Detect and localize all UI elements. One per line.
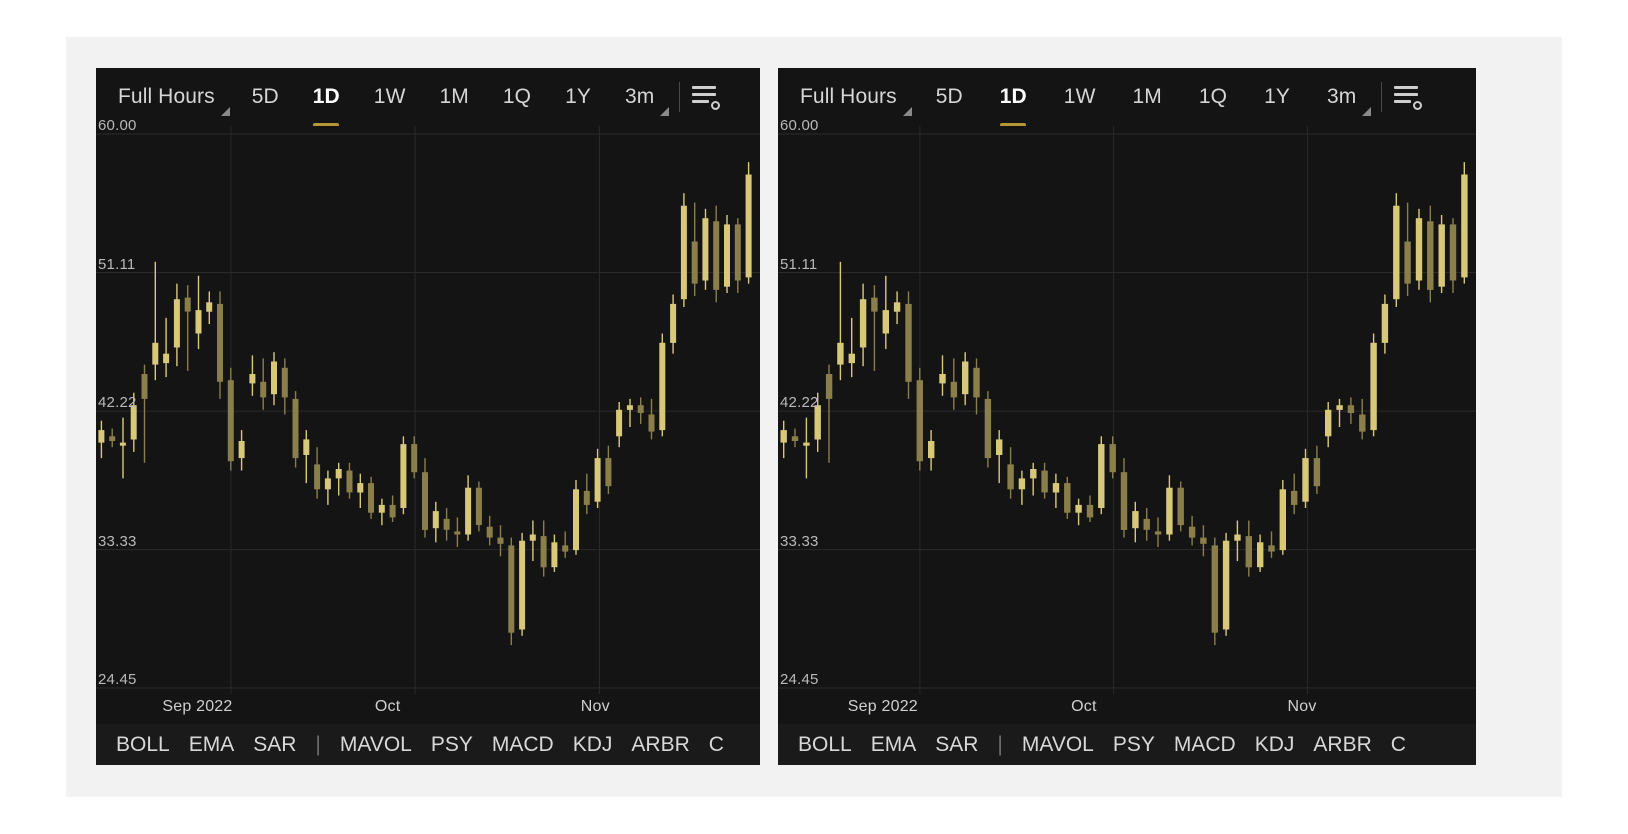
indicator-psy[interactable]: PSY xyxy=(1112,732,1155,756)
indicator-kdj[interactable]: KDJ xyxy=(572,732,613,756)
indicator-c[interactable]: C xyxy=(708,732,724,756)
indicator-c[interactable]: C xyxy=(1390,732,1406,756)
timeframe-1d[interactable]: 1D xyxy=(312,85,340,108)
toolbar-divider xyxy=(679,82,681,112)
indicator-mavol[interactable]: MAVOL xyxy=(1021,732,1094,756)
chart-panel-right: Full Hours 5D 1D 1W 1M 1Q 1Y 3m xyxy=(778,68,1476,765)
full-hours-button[interactable]: Full Hours xyxy=(800,85,897,108)
indicator-macd[interactable]: MACD xyxy=(1173,732,1236,756)
x-axis-tick-label: Sep 2022 xyxy=(847,698,918,715)
timeframe-3m[interactable]: 3m xyxy=(1326,85,1357,108)
candlestick-chart-left[interactable]: 60.00 51.11 42.22 33.33 24.45 xyxy=(96,117,760,694)
indicator-sar[interactable]: SAR xyxy=(253,732,297,756)
chart-panel-left: Full Hours 5D 1D 1W 1M 1Q 1Y 3m xyxy=(96,68,760,765)
timeframe-1m[interactable]: 1M xyxy=(1132,85,1162,108)
timeframe-1q[interactable]: 1Q xyxy=(1198,85,1228,108)
timeframe-1y[interactable]: 1Y xyxy=(565,85,591,108)
indicator-bar-right: BOLL EMA SAR | MAVOL PSY MACD KDJ ARBR C xyxy=(778,724,1476,765)
indicator-boll[interactable]: BOLL xyxy=(798,732,852,756)
timeframe-toolbar-right: Full Hours 5D 1D 1W 1M 1Q 1Y 3m xyxy=(778,68,1476,126)
x-axis-tick-label: Nov xyxy=(580,698,610,715)
timeframe-1d[interactable]: 1D xyxy=(999,85,1027,108)
toolbar-divider xyxy=(1381,82,1383,112)
indicator-sar[interactable]: SAR xyxy=(935,732,979,756)
timeframe-3m[interactable]: 3m xyxy=(624,85,655,108)
indicator-ema[interactable]: EMA xyxy=(870,732,917,756)
indicator-separator: | xyxy=(997,732,1003,756)
x-axis-left: Sep 2022 Oct Nov xyxy=(96,694,760,724)
timeframe-more-triangle-icon[interactable] xyxy=(1362,107,1372,116)
indicator-ema[interactable]: EMA xyxy=(188,732,235,756)
x-axis-tick-label: Oct xyxy=(374,698,401,715)
x-axis-tick-label: Sep 2022 xyxy=(162,698,233,715)
candlestick-chart-right[interactable]: 60.00 51.11 42.22 33.33 24.45 xyxy=(778,117,1476,694)
timeframe-more-triangle-icon[interactable] xyxy=(660,107,670,116)
indicator-arbr[interactable]: ARBR xyxy=(631,732,690,756)
chart-settings-icon[interactable] xyxy=(692,84,721,110)
x-axis-tick-label: Nov xyxy=(1287,698,1317,715)
timeframe-toolbar-left: Full Hours 5D 1D 1W 1M 1Q 1Y 3m xyxy=(96,68,760,126)
candlestick-svg-left xyxy=(96,126,760,694)
timeframe-1m[interactable]: 1M xyxy=(439,85,469,108)
x-axis-tick-label: Oct xyxy=(1071,698,1097,715)
timeframe-1w[interactable]: 1W xyxy=(373,85,406,108)
full-hours-dropdown-triangle-icon[interactable] xyxy=(220,107,230,116)
indicator-macd[interactable]: MACD xyxy=(491,732,554,756)
indicator-mavol[interactable]: MAVOL xyxy=(339,732,412,756)
timeframe-5d[interactable]: 5D xyxy=(251,85,279,108)
indicator-kdj[interactable]: KDJ xyxy=(1254,732,1295,756)
screenshot-stage: Full Hours 5D 1D 1W 1M 1Q 1Y 3m xyxy=(66,37,1562,797)
indicator-boll[interactable]: BOLL xyxy=(116,732,170,756)
indicator-arbr[interactable]: ARBR xyxy=(1313,732,1372,756)
indicator-psy[interactable]: PSY xyxy=(430,732,473,756)
x-axis-right: Sep 2022 Oct Nov xyxy=(778,694,1476,724)
full-hours-dropdown-triangle-icon[interactable] xyxy=(902,107,912,116)
candlestick-svg-right xyxy=(778,126,1476,694)
chart-settings-icon[interactable] xyxy=(1394,84,1423,110)
indicator-bar-left: BOLL EMA SAR | MAVOL PSY MACD KDJ ARBR C xyxy=(96,724,760,765)
indicator-separator: | xyxy=(315,732,321,756)
timeframe-5d[interactable]: 5D xyxy=(935,85,963,108)
chart-panels-container: Full Hours 5D 1D 1W 1M 1Q 1Y 3m xyxy=(96,68,1476,765)
timeframe-1w[interactable]: 1W xyxy=(1063,85,1096,108)
full-hours-button[interactable]: Full Hours xyxy=(118,85,215,108)
timeframe-1y[interactable]: 1Y xyxy=(1264,85,1290,108)
timeframe-1q[interactable]: 1Q xyxy=(502,85,532,108)
